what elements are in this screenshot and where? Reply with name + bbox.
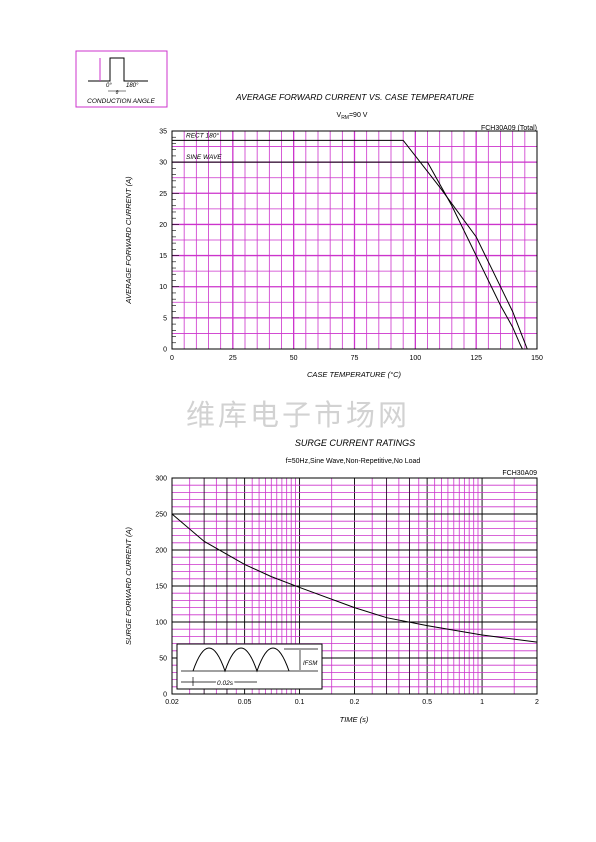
series-label-1: RECT 180° [186,131,219,139]
y-tick-label: 35 [159,129,167,136]
chart2-xlabel: TIME (s) [340,715,369,724]
inset-angle-end: 180° [126,83,139,89]
chart2-ticks: 0.02 0.05 0.1 0.2 0.5 1 2 0 50 100 150 200 250 300 [155,476,539,707]
chart-2: SURGE CURRENT RATINGS f=50Hz,Sine Wave,N… [124,438,539,724]
chart1-series: RECT 180° SINE WAVE [172,131,528,350]
chart2-subtitle: f=50Hz,Sine Wave,Non-Repetitive,No Load [286,458,421,465]
y-tick-label: 150 [155,584,167,591]
chart2-series [171,513,538,643]
inset-theta: θ [116,90,119,96]
x-tick-label: 125 [470,355,482,362]
x-tick-label: 0.05 [238,699,252,706]
chart1-title: AVERAGE FORWARD CURRENT VS. CASE TEMPERA… [235,92,474,102]
chart1-xlabel: CASE TEMPERATURE (°C) [307,370,402,379]
y-tick-label: 300 [155,476,167,483]
x-tick-label: 100 [409,355,421,362]
x-tick-label: 2 [535,699,539,706]
y-tick-label: 20 [159,222,167,229]
chart-1: AVERAGE FORWARD CURRENT VS. CASE TEMPERA… [124,92,543,379]
conduction-angle-inset: 0° 180° θ CONDUCTION ANGLE [75,50,168,108]
series-line-1 [172,139,528,350]
x-tick-label: 0 [170,355,174,362]
chart2-title: SURGE CURRENT RATINGS [295,438,415,448]
chart1-plot-frame [171,130,538,350]
inset-label: CONDUCTION ANGLE [87,98,155,105]
x-tick-label: 150 [531,355,543,362]
x-tick-label: 1 [480,699,484,706]
y-tick-label: 10 [159,284,167,291]
chart1-subtitle: VRM=90 V [337,112,368,121]
x-tick-label: 25 [229,355,237,362]
y-tick-label: 100 [155,620,167,627]
chart2-ylabel: SURGE FORWARD CURRENT (A) [124,526,133,645]
chart1-grid [172,131,537,349]
y-tick-label: 15 [159,253,167,260]
inset-frame [75,50,168,108]
y-tick-label: 250 [155,512,167,519]
series-line-2 [172,161,523,350]
series-label-2: SINE WAVE [186,154,222,161]
x-tick-label: 0.2 [350,699,360,706]
y-tick-label: 0 [163,692,167,699]
y-tick-label: 0 [163,347,167,354]
waveform-inset-frame [176,643,323,690]
inset-angle-start: 0° [106,83,112,89]
y-tick-label: 200 [155,548,167,555]
chart2-plot-frame [171,477,538,695]
x-tick-label: 0.02 [165,699,179,706]
y-tick-label: 50 [159,656,167,663]
y-tick-label: 30 [159,160,167,167]
chart1-part: FCH30A09 (Total) [481,125,537,132]
chart1-ylabel: AVERAGE FORWARD CURRENT (A) [124,176,133,305]
x-tick-label: 0.5 [422,699,432,706]
y-tick-label: 5 [163,315,167,322]
period-label: 0.02s [217,680,234,687]
chart1-ticks: 0 25 50 75 100 125 150 0 5 10 15 20 25 30 35 [159,129,543,363]
half-sine-wave-icon [192,647,290,673]
surge-waveform-inset: IFSM 0.02s [176,643,323,690]
x-tick-label: 0.1 [295,699,305,706]
chart2-part: FCH30A09 [502,470,537,477]
peak-label: IFSM [303,661,317,667]
x-tick-label: 75 [351,355,359,362]
rect-pulse-icon [88,57,148,82]
y-tick-label: 25 [159,191,167,198]
surge-curve [171,513,538,643]
watermark: 维库电子市场网 [186,398,410,432]
x-tick-label: 50 [290,355,298,362]
